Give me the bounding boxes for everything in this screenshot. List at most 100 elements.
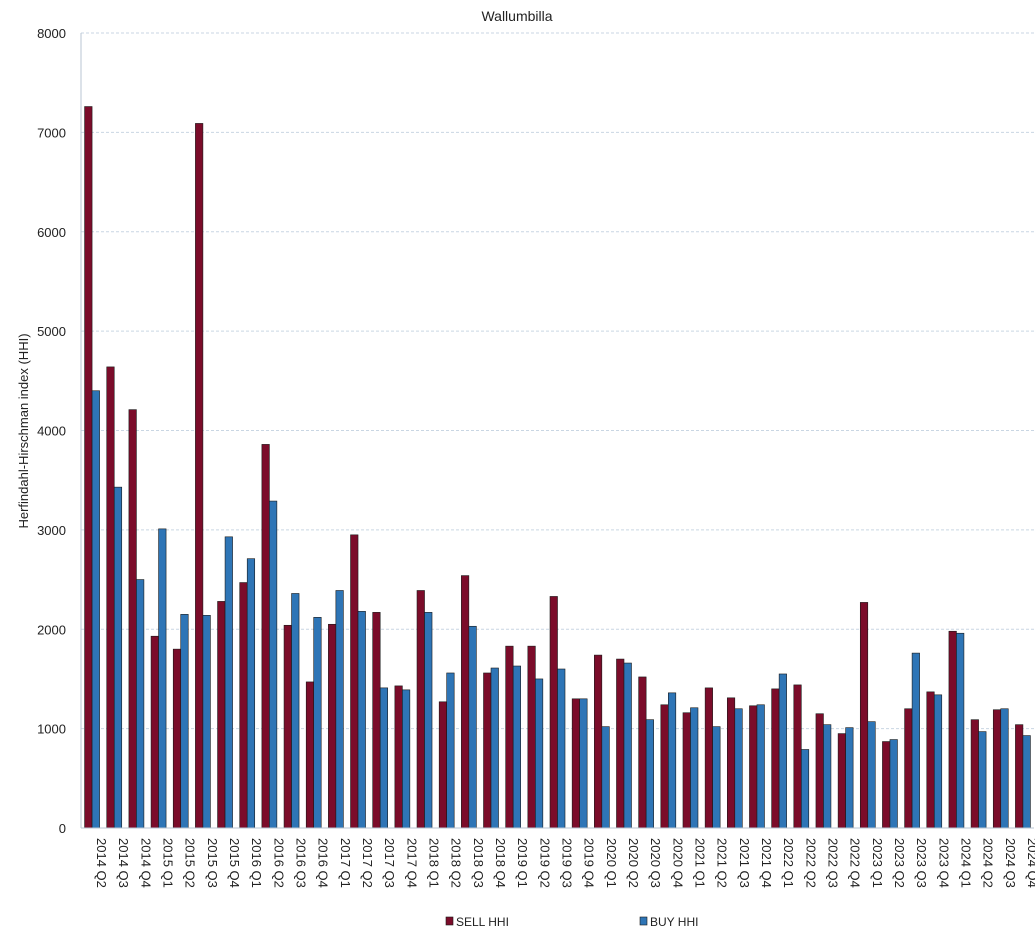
sell-hhi-bar	[594, 654, 603, 829]
buy-hhi-bar	[335, 590, 344, 829]
sell-hhi-bar	[84, 106, 93, 829]
x-tick-label: 2019 Q3	[560, 838, 575, 888]
sell-hhi-bar	[195, 123, 204, 829]
buy-hhi-bar	[1022, 735, 1031, 829]
axes	[80, 33, 1034, 829]
sell-hhi-bar	[616, 658, 625, 829]
x-tick-label: 2017 Q4	[404, 838, 419, 888]
legend: SELL HHI BUY HHI	[445, 915, 698, 929]
buy-hhi-bar	[402, 689, 411, 829]
x-tick-label: 2022 Q4	[848, 838, 863, 888]
buy-hhi-bar	[867, 721, 876, 829]
y-tick-label: 4000	[37, 424, 66, 439]
sell-hhi-bar	[350, 534, 359, 829]
x-tick-label: 2020 Q1	[604, 838, 619, 888]
y-tick-label: 1000	[37, 722, 66, 737]
sell-hhi-bar	[416, 590, 425, 829]
x-tick-label: 2023 Q2	[892, 838, 907, 888]
sell-hhi-bar	[771, 688, 780, 829]
buy-hhi-bar	[668, 692, 677, 829]
x-tick-label: 2015 Q4	[227, 838, 242, 888]
sell-hhi-bar	[549, 596, 558, 829]
buy-hhi-bar	[357, 611, 366, 829]
buy-hhi-bar	[579, 698, 588, 829]
sell-hhi-bar	[328, 623, 337, 829]
chart-title: Wallumbilla	[481, 8, 552, 24]
x-tick-label: 2022 Q3	[825, 838, 840, 888]
sell-hhi-bar	[527, 645, 536, 829]
x-tick-label: 2020 Q2	[626, 838, 641, 888]
x-tick-label: 2017 Q2	[360, 838, 375, 888]
x-tick-labels: 2014 Q2 2014 Q3 2014 Q4 2015 Q1 2015 Q2 2015 …	[94, 838, 1035, 888]
buy-hhi-bar	[490, 667, 499, 829]
buy-hhi-bar	[956, 632, 965, 829]
buy-hhi-bar	[224, 536, 233, 829]
buy-hhi-bar	[136, 579, 145, 829]
x-tick-label: 2020 Q3	[648, 838, 663, 888]
buy-hhi-bar	[535, 678, 544, 829]
sell-hhi-bar	[461, 575, 470, 829]
buy-hhi-bar	[889, 739, 898, 829]
sell-hhi-bar	[261, 444, 270, 829]
x-tick-label: 2019 Q2	[537, 838, 552, 888]
sell-hhi-bar	[837, 733, 846, 829]
buy-hhi-bar	[756, 704, 765, 829]
x-tick-label: 2018 Q1	[427, 838, 442, 888]
x-tick-label: 2022 Q1	[781, 838, 796, 888]
legend-swatch	[445, 916, 454, 926]
buy-hhi-bar	[690, 707, 699, 829]
sell-hhi-bar	[305, 681, 315, 829]
sell-hhi-bar	[483, 672, 492, 829]
x-tick-label: 2015 Q3	[205, 838, 220, 888]
sell-hhi-bar	[438, 701, 447, 829]
x-tick-label: 2016 Q1	[249, 838, 264, 888]
y-tick-label: 2000	[37, 622, 66, 637]
sell-hhi-bar	[970, 719, 979, 829]
sell-hhi-bar	[239, 582, 248, 829]
buy-hhi-bar	[1000, 708, 1009, 829]
buy-hhi-bar	[933, 694, 943, 829]
x-tick-label: 2018 Q2	[449, 838, 464, 888]
buy-hhi-bar	[158, 528, 167, 829]
buy-hhi-bar	[379, 687, 389, 829]
x-tick-label: 2022 Q2	[803, 838, 818, 888]
x-tick-label: 2015 Q1	[161, 838, 176, 888]
sell-hhi-bar	[904, 708, 913, 829]
buy-hhi-bar	[113, 486, 123, 829]
sell-hhi-bar	[660, 704, 669, 829]
buy-hhi-bar	[823, 724, 832, 829]
buy-hhi-bar	[424, 612, 433, 829]
buy-hhi-bar	[800, 749, 810, 829]
x-tick-label: 2024 Q3	[1003, 838, 1018, 888]
buy-hhi-bar	[557, 668, 566, 829]
x-tick-label: 2017 Q1	[338, 838, 353, 888]
x-tick-label: 2024 Q2	[981, 838, 996, 888]
legend-swatch	[639, 916, 648, 926]
sell-hhi-bar	[682, 712, 691, 829]
buy-hhi-bar	[269, 500, 278, 829]
buy-hhi-bar	[202, 615, 211, 829]
x-tick-label: 2023 Q4	[936, 838, 951, 888]
buy-hhi-bar	[978, 731, 987, 829]
sell-hhi-bar	[394, 685, 403, 829]
y-tick-label: 8000	[37, 26, 66, 41]
y-tick-label: 0	[59, 821, 66, 836]
sell-hhi-bar	[128, 409, 137, 829]
sell-hhi-bar	[948, 630, 957, 829]
x-tick-label: 2014 Q2	[94, 838, 109, 888]
y-tick-label: 7000	[37, 125, 66, 140]
sell-hhi-bar	[571, 698, 580, 829]
x-tick-label: 2016 Q4	[316, 838, 331, 888]
sell-hhi-bar	[1015, 724, 1024, 829]
sell-hhi-bar	[793, 684, 802, 829]
sell-hhi-bar	[704, 687, 713, 829]
y-tick-label: 6000	[37, 225, 66, 240]
x-tick-label: 2023 Q1	[870, 838, 885, 888]
sell-hhi-bar	[992, 709, 1002, 829]
sell-hhi-bar	[815, 713, 824, 829]
buy-hhi-bar	[313, 617, 322, 829]
sell-hhi-bar	[172, 648, 182, 829]
buy-hhi-bar	[512, 665, 521, 829]
x-tick-label: 2014 Q3	[116, 838, 131, 888]
